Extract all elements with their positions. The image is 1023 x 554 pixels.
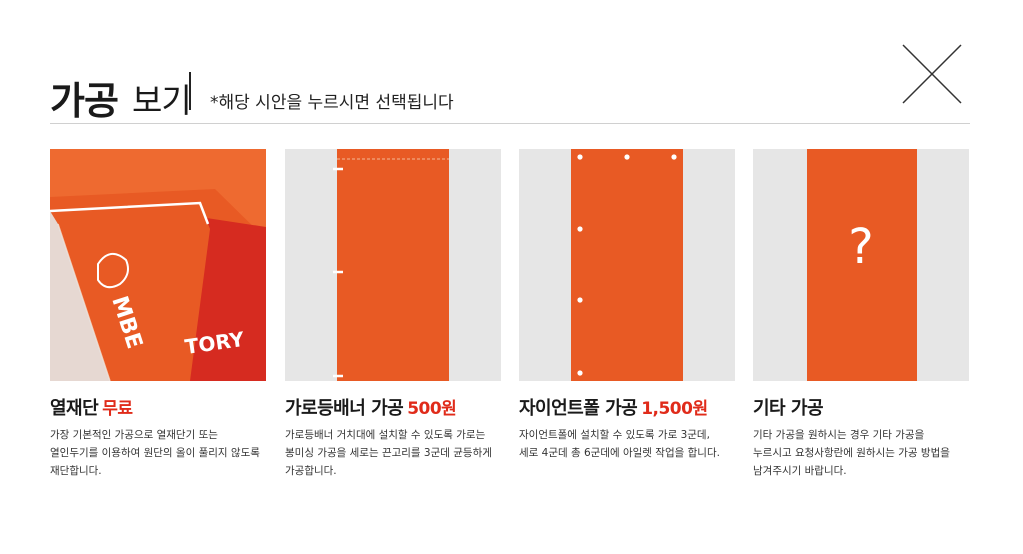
giant-pole-diagram[interactable] [519, 149, 735, 381]
other-option-image[interactable]: ? [753, 149, 969, 381]
option-description: 가로등배너 거치대에 설치할 수 있도록 가로는 봉미싱 가공을 세로는 끈고리… [285, 429, 492, 477]
option-name: 열재단 무료 [50, 394, 266, 420]
page-title: 가공 [50, 79, 119, 123]
option-card-streetlight[interactable]: 가로등배너 가공 500원 가로등배너 거치대에 설치할 수 있도록 가로는 봉미… [285, 149, 501, 480]
option-title: 열재단 [50, 398, 99, 419]
page-subtitle: 보기 [132, 81, 192, 120]
question-mark-icon: ? [848, 219, 874, 275]
option-card-other[interactable]: ? 기타 가공 기타 가공을 원하시는 경우 기타 가공을 누르시고 요청사항란… [753, 149, 969, 480]
option-name: 자이언트폴 가공 1,500원 [519, 394, 735, 420]
banner-shape [807, 149, 917, 381]
heat-cut-photo[interactable]: MBE TORY [50, 149, 266, 381]
banner-shape [337, 149, 449, 381]
option-description: 가장 기본적인 가공으로 열재단기 또는 열인두기를 이용하여 원단의 올이 풀… [50, 429, 260, 477]
title-divider [189, 72, 191, 110]
header-divider [50, 123, 970, 124]
option-title: 기타 가공 [753, 398, 824, 419]
option-title: 가로등배너 가공 [285, 398, 404, 419]
option-price: 무료 [102, 399, 133, 419]
option-name: 기타 가공 [753, 394, 969, 420]
close-icon [902, 44, 962, 104]
option-title: 자이언트폴 가공 [519, 398, 638, 419]
option-card-giant-pole[interactable]: 자이언트폴 가공 1,500원 자이언트폴에 설치할 수 있도록 가로 3군데, … [519, 149, 735, 462]
option-name: 가로등배너 가공 500원 [285, 394, 501, 420]
option-price: 500원 [407, 399, 457, 419]
banner-shape [571, 149, 683, 381]
option-card-heat-cut[interactable]: MBE TORY 열재단 무료 가장 기본적인 가공으로 열재단기 또는 열인두기… [50, 149, 266, 480]
selection-notice: *해당 시안을 누르시면 선택됩니다 [210, 93, 454, 113]
close-button[interactable] [900, 42, 964, 106]
option-price: 1,500원 [641, 399, 708, 419]
streetlight-banner-diagram[interactable] [285, 149, 501, 381]
option-description: 자이언트폴에 설치할 수 있도록 가로 3군데, 세로 4군데 총 6군데에 아… [519, 429, 720, 459]
page-header: 가공 보기 *해당 시안을 누르시면 선택됩니다 [50, 58, 970, 124]
option-description: 기타 가공을 원하시는 경우 기타 가공을 누르시고 요청사항란에 원하시는 가… [753, 429, 950, 477]
